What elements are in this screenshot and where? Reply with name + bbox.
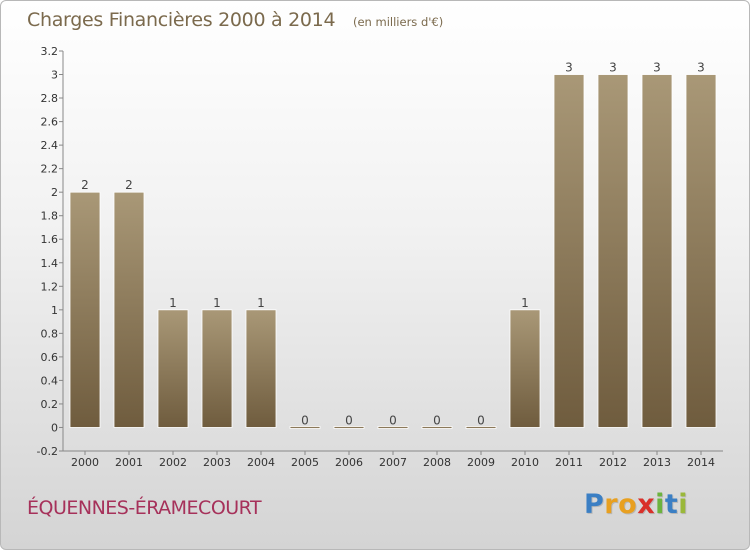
bar [333, 426, 365, 429]
bar [509, 309, 541, 428]
y-tick-label: 3.2 [41, 45, 59, 58]
data-label: 0 [301, 413, 309, 427]
data-label: 1 [169, 296, 177, 310]
y-tick-label: -0.2 [37, 445, 58, 458]
x-tick-label: 2010 [511, 456, 539, 469]
y-tick-label: 2.2 [41, 163, 59, 176]
x-tick-label: 2007 [379, 456, 407, 469]
data-label: 0 [389, 413, 397, 427]
bar [113, 191, 145, 428]
data-label: 2 [81, 178, 89, 192]
y-tick-label: 2.4 [41, 139, 59, 152]
proxiti-logo[interactable]: Proxiti [584, 489, 688, 520]
y-axis: -0.2 0 0.2 0.4 0.6 0.8 1 1.2 1.4 1.6 1.8 2 2.2 2.4 2.6… [37, 45, 64, 458]
chart-title: Charges Financières 2000 à 2014 [27, 9, 336, 31]
logo-letter: i [678, 489, 689, 520]
bar [157, 309, 189, 428]
data-label: 0 [433, 413, 441, 427]
y-tick-label: 1.8 [41, 210, 59, 223]
y-tick-label: 2 [51, 186, 58, 199]
y-tick-label: 1.6 [41, 233, 59, 246]
bar [597, 74, 629, 428]
data-label: 0 [345, 413, 353, 427]
x-tick-label: 2005 [291, 456, 319, 469]
data-label: 3 [565, 61, 573, 75]
bar [69, 191, 101, 428]
x-tick-label: 2003 [203, 456, 231, 469]
y-tick-label: 0.2 [41, 398, 59, 411]
bar [685, 74, 717, 428]
x-tick-label: 2008 [423, 456, 451, 469]
data-label: 2 [125, 178, 133, 192]
y-tick-label: 0.8 [41, 327, 59, 340]
x-tick-label: 2009 [467, 456, 495, 469]
x-tick-label: 2014 [687, 456, 715, 469]
y-tick-label: 2.8 [41, 92, 59, 105]
bars [69, 74, 717, 429]
y-tick-label: 0.4 [41, 374, 59, 387]
data-label: 3 [697, 61, 705, 75]
logo-letter: P [584, 489, 605, 520]
logo-letter: r [604, 489, 619, 520]
x-axis: 2000 2001 2002 2003 2004 2005 2006 2007 2008 2009… [63, 450, 723, 469]
data-label: 1 [521, 296, 529, 310]
data-label: 3 [609, 61, 617, 75]
logo-letter: t [664, 489, 679, 520]
y-tick-label: 0 [51, 421, 58, 434]
x-tick-label: 2001 [115, 456, 143, 469]
y-tick-label: 1 [51, 304, 58, 317]
bar [245, 309, 277, 428]
commune-name: ÉQUENNES-ÉRAMECOURT [27, 497, 262, 519]
data-label: 1 [213, 296, 221, 310]
bar [421, 426, 453, 429]
x-tick-label: 2002 [159, 456, 187, 469]
y-tick-label: 0.6 [41, 351, 59, 364]
x-tick-label: 2004 [247, 456, 275, 469]
logo-letter: x [637, 489, 656, 520]
logo-letter: o [618, 489, 638, 520]
chart-subtitle: (en milliers d'€) [353, 15, 444, 29]
bar [377, 426, 409, 429]
x-tick-label: 2013 [643, 456, 671, 469]
bar [641, 74, 673, 428]
logo-letter: i [655, 489, 665, 520]
x-tick-label: 2006 [335, 456, 363, 469]
x-tick-label: 2011 [555, 456, 583, 469]
data-label: 3 [653, 61, 661, 75]
bar [289, 426, 321, 429]
y-tick-label: 1.2 [41, 280, 59, 293]
data-label: 0 [477, 413, 485, 427]
x-tick-label: 2000 [71, 456, 99, 469]
x-tick-label: 2012 [599, 456, 627, 469]
bar [553, 74, 585, 428]
y-tick-label: 2.6 [41, 116, 59, 129]
data-label: 1 [257, 296, 265, 310]
data-labels: 2 2 1 1 1 0 0 0 0 0 1 3 3 3 3 [81, 61, 705, 428]
bar [201, 309, 233, 428]
y-tick-label: 1.4 [41, 257, 59, 270]
y-tick-label: 3 [51, 69, 58, 82]
bar [465, 426, 497, 429]
